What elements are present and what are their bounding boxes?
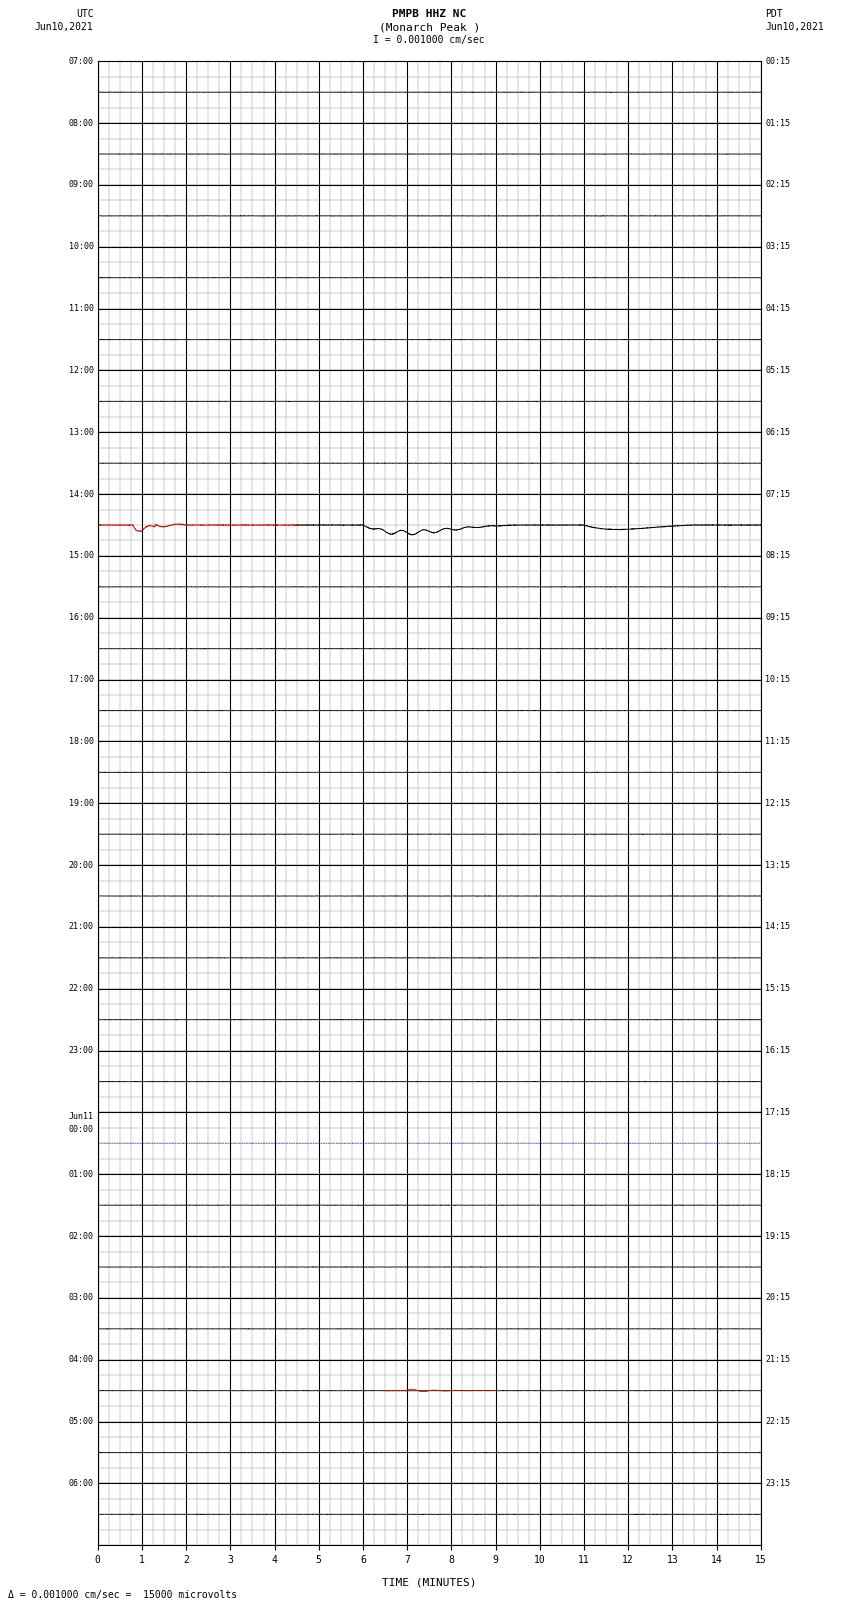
Text: 02:00: 02:00: [69, 1232, 94, 1240]
Text: 13:00: 13:00: [69, 427, 94, 437]
Text: 12:00: 12:00: [69, 366, 94, 374]
Text: 22:00: 22:00: [69, 984, 94, 994]
Text: 02:15: 02:15: [765, 181, 790, 189]
Text: 21:15: 21:15: [765, 1355, 790, 1365]
Text: (Monarch Peak ): (Monarch Peak ): [378, 23, 480, 32]
Text: 20:00: 20:00: [69, 861, 94, 869]
Text: 18:00: 18:00: [69, 737, 94, 745]
Text: 03:15: 03:15: [765, 242, 790, 252]
Text: 06:00: 06:00: [69, 1479, 94, 1487]
Text: 09:15: 09:15: [765, 613, 790, 623]
Text: 10:00: 10:00: [69, 242, 94, 252]
Text: 18:15: 18:15: [765, 1169, 790, 1179]
Text: 19:00: 19:00: [69, 798, 94, 808]
Text: PDT: PDT: [765, 10, 783, 19]
Text: 14:00: 14:00: [69, 490, 94, 498]
Text: 14:15: 14:15: [765, 923, 790, 931]
Text: 08:15: 08:15: [765, 552, 790, 560]
Text: 23:15: 23:15: [765, 1479, 790, 1487]
Text: PMPB HHZ NC: PMPB HHZ NC: [392, 10, 467, 19]
Text: 03:00: 03:00: [69, 1294, 94, 1302]
Text: 11:00: 11:00: [69, 305, 94, 313]
Text: 00:00: 00:00: [69, 1126, 94, 1134]
Text: 23:00: 23:00: [69, 1047, 94, 1055]
Text: 04:15: 04:15: [765, 305, 790, 313]
Text: 13:15: 13:15: [765, 861, 790, 869]
Text: 04:00: 04:00: [69, 1355, 94, 1365]
Text: 17:00: 17:00: [69, 676, 94, 684]
Text: 16:00: 16:00: [69, 613, 94, 623]
Text: 22:15: 22:15: [765, 1418, 790, 1426]
Text: Δ = 0.001000 cm/sec =  15000 microvolts: Δ = 0.001000 cm/sec = 15000 microvolts: [8, 1590, 238, 1600]
Text: UTC: UTC: [76, 10, 94, 19]
Text: 06:15: 06:15: [765, 427, 790, 437]
Text: 11:15: 11:15: [765, 737, 790, 745]
Text: 16:15: 16:15: [765, 1047, 790, 1055]
Text: 19:15: 19:15: [765, 1232, 790, 1240]
Text: 00:15: 00:15: [765, 56, 790, 66]
Text: 08:00: 08:00: [69, 119, 94, 127]
Text: 12:15: 12:15: [765, 798, 790, 808]
Text: 15:15: 15:15: [765, 984, 790, 994]
Text: 20:15: 20:15: [765, 1294, 790, 1302]
Text: 17:15: 17:15: [765, 1108, 790, 1116]
Text: Jun11: Jun11: [69, 1113, 94, 1121]
Text: TIME (MINUTES): TIME (MINUTES): [382, 1578, 477, 1587]
Text: 10:15: 10:15: [765, 676, 790, 684]
Text: 01:15: 01:15: [765, 119, 790, 127]
Text: Jun10,2021: Jun10,2021: [35, 23, 94, 32]
Text: I = 0.001000 cm/sec: I = 0.001000 cm/sec: [373, 35, 485, 45]
Text: 07:00: 07:00: [69, 56, 94, 66]
Text: 15:00: 15:00: [69, 552, 94, 560]
Text: Jun10,2021: Jun10,2021: [765, 23, 824, 32]
Text: 01:00: 01:00: [69, 1169, 94, 1179]
Text: 05:15: 05:15: [765, 366, 790, 374]
Text: 09:00: 09:00: [69, 181, 94, 189]
Text: 07:15: 07:15: [765, 490, 790, 498]
Text: 21:00: 21:00: [69, 923, 94, 931]
Text: 05:00: 05:00: [69, 1418, 94, 1426]
